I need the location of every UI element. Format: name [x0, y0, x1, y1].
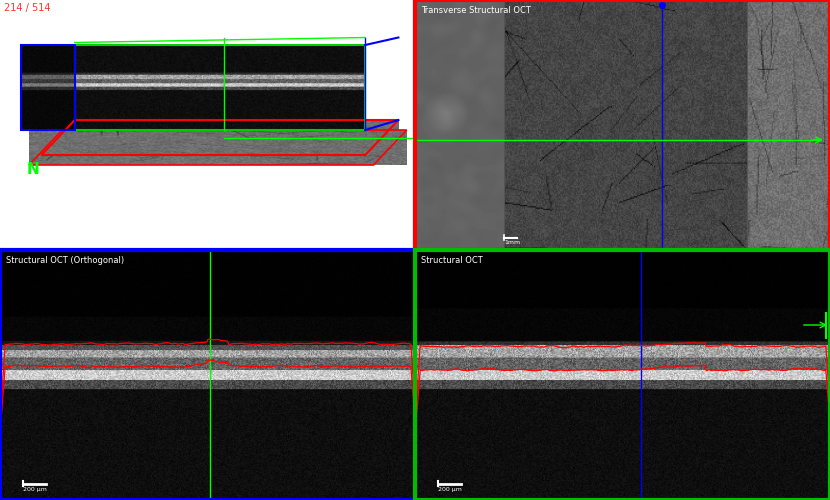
Text: 1mm: 1mm	[505, 240, 520, 245]
Text: N: N	[27, 162, 40, 178]
Text: Transverse Structural OCT: Transverse Structural OCT	[422, 6, 531, 15]
Text: 214 / 514: 214 / 514	[4, 2, 51, 12]
Text: Structural OCT (Orthogonal): Structural OCT (Orthogonal)	[7, 256, 124, 265]
Text: Structural OCT: Structural OCT	[422, 256, 483, 265]
Text: 200 μm: 200 μm	[438, 488, 461, 492]
Text: 200 μm: 200 μm	[23, 488, 46, 492]
